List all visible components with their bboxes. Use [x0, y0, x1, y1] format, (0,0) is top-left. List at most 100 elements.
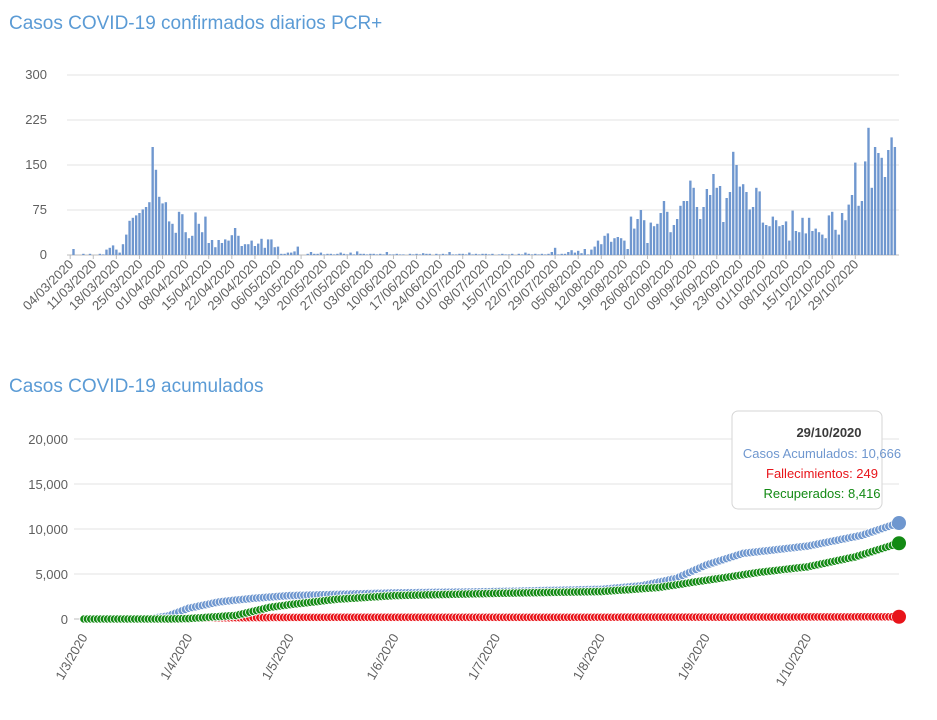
bar: [362, 253, 365, 255]
bar: [451, 254, 455, 255]
bar: [586, 254, 590, 255]
bar: [210, 240, 214, 255]
bar: [369, 253, 372, 255]
bar: [728, 192, 732, 255]
bar: [148, 202, 151, 255]
y-tick-label: 225: [25, 112, 47, 127]
bar: [108, 247, 111, 255]
bar: [220, 243, 224, 255]
bar: [656, 223, 659, 255]
bar: [421, 253, 425, 255]
series-endpoint: [892, 609, 906, 624]
bar: [791, 210, 794, 255]
bar: [158, 196, 161, 255]
bar: [187, 238, 191, 255]
bar: [840, 213, 844, 255]
bar: [689, 180, 692, 255]
bar: [487, 254, 491, 255]
bar: [72, 249, 75, 255]
bar: [527, 253, 530, 255]
bar: [461, 253, 464, 255]
bar: [355, 251, 359, 255]
bar: [428, 253, 431, 255]
bar: [864, 161, 867, 255]
bar: [804, 233, 808, 255]
bar: [382, 254, 385, 255]
bar: [646, 243, 649, 255]
bar: [603, 235, 606, 255]
bar: [705, 189, 709, 255]
bar: [468, 252, 471, 255]
bar: [329, 253, 332, 255]
bar: [794, 231, 798, 255]
bar: [814, 228, 817, 255]
bar: [741, 184, 745, 255]
bar: [725, 198, 728, 255]
bar: [685, 201, 689, 255]
bar: [131, 217, 135, 255]
x-tick-label: 1/5/2020: [259, 631, 297, 682]
bar: [412, 254, 415, 255]
bar: [524, 252, 527, 255]
bar: [735, 165, 738, 255]
bar: [445, 254, 448, 255]
bar: [834, 229, 837, 255]
bar: [82, 253, 85, 255]
bar: [666, 211, 669, 255]
daily-cases-bar-chart: 30022515075004/03/202011/03/202018/03/20…: [20, 67, 899, 313]
bar: [642, 220, 646, 255]
bar: [758, 191, 761, 255]
bar: [679, 205, 682, 255]
bar: [243, 244, 247, 255]
bar: [293, 251, 296, 255]
bar: [144, 207, 148, 255]
bar: [121, 244, 125, 255]
bar: [332, 254, 336, 255]
cumulative-chart-title: Casos COVID-19 acumulados: [9, 376, 264, 397]
series-endpoint: [892, 516, 906, 531]
bar: [309, 252, 313, 255]
bar: [798, 232, 801, 255]
bar: [596, 240, 600, 255]
bar: [379, 253, 382, 255]
bar: [821, 234, 824, 255]
bar: [230, 235, 234, 255]
bar: [712, 174, 715, 255]
bar: [807, 217, 811, 255]
bar: [418, 254, 422, 255]
bar: [530, 254, 534, 255]
bar: [547, 253, 550, 255]
bar: [98, 253, 102, 255]
bar: [613, 238, 616, 255]
bar: [174, 232, 177, 255]
y-tick-label: 75: [33, 202, 47, 217]
bar: [276, 246, 280, 255]
bar: [695, 207, 699, 255]
bar: [590, 249, 593, 255]
bar: [154, 169, 158, 255]
tooltip-line: Fallecimientos: 249: [766, 466, 878, 481]
bar: [161, 203, 164, 255]
bar: [306, 253, 309, 255]
bar: [702, 207, 705, 255]
bar: [336, 253, 339, 255]
bar: [873, 147, 877, 255]
bar: [761, 222, 765, 255]
bar: [481, 253, 484, 255]
bar: [237, 235, 240, 255]
bar: [860, 201, 864, 255]
bar: [788, 240, 791, 255]
x-tick-label: 1/6/2020: [363, 631, 401, 682]
series-recuperados: [79, 536, 906, 624]
bar: [765, 225, 768, 255]
bar: [240, 246, 243, 255]
bar: [570, 250, 573, 255]
bar: [151, 147, 154, 255]
bar: [105, 249, 108, 255]
bar: [817, 232, 821, 255]
y-tick-label: 0: [40, 247, 47, 262]
bar: [857, 205, 860, 255]
bar: [458, 253, 461, 255]
y-tick-label: 10,000: [28, 522, 68, 537]
bar: [619, 238, 623, 255]
